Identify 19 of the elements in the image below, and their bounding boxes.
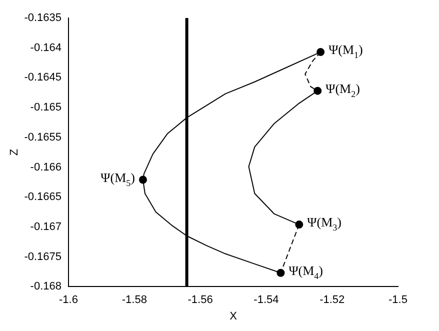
y-tick-label: -0.1635 xyxy=(24,12,62,24)
point xyxy=(314,86,322,95)
y-tick-label: -0.166 xyxy=(30,161,62,174)
x-axis-title: X xyxy=(230,310,238,322)
y-tick-label: -0.1675 xyxy=(24,250,62,263)
y-tick-label: -0.1655 xyxy=(24,131,62,144)
y-tick-label: -0.1645 xyxy=(24,72,62,84)
y-tick-label: -0.168 xyxy=(30,280,62,293)
y-tick-label: -0.167 xyxy=(30,220,62,233)
x-tick-label: -1.6 xyxy=(59,294,78,306)
x-tick-label: -1.52 xyxy=(320,294,345,306)
x-tick-label: -1.54 xyxy=(254,294,279,306)
y-axis-title: Z xyxy=(8,148,21,156)
y-tick-label: -0.1665 xyxy=(24,191,62,204)
y-tick-label: -0.164 xyxy=(30,42,62,54)
x-tick-label: -1.58 xyxy=(122,294,147,306)
x-tick-label: -1.5 xyxy=(388,294,408,306)
x-tick-label: -1.56 xyxy=(188,294,213,306)
y-tick-label: -0.165 xyxy=(30,102,62,114)
